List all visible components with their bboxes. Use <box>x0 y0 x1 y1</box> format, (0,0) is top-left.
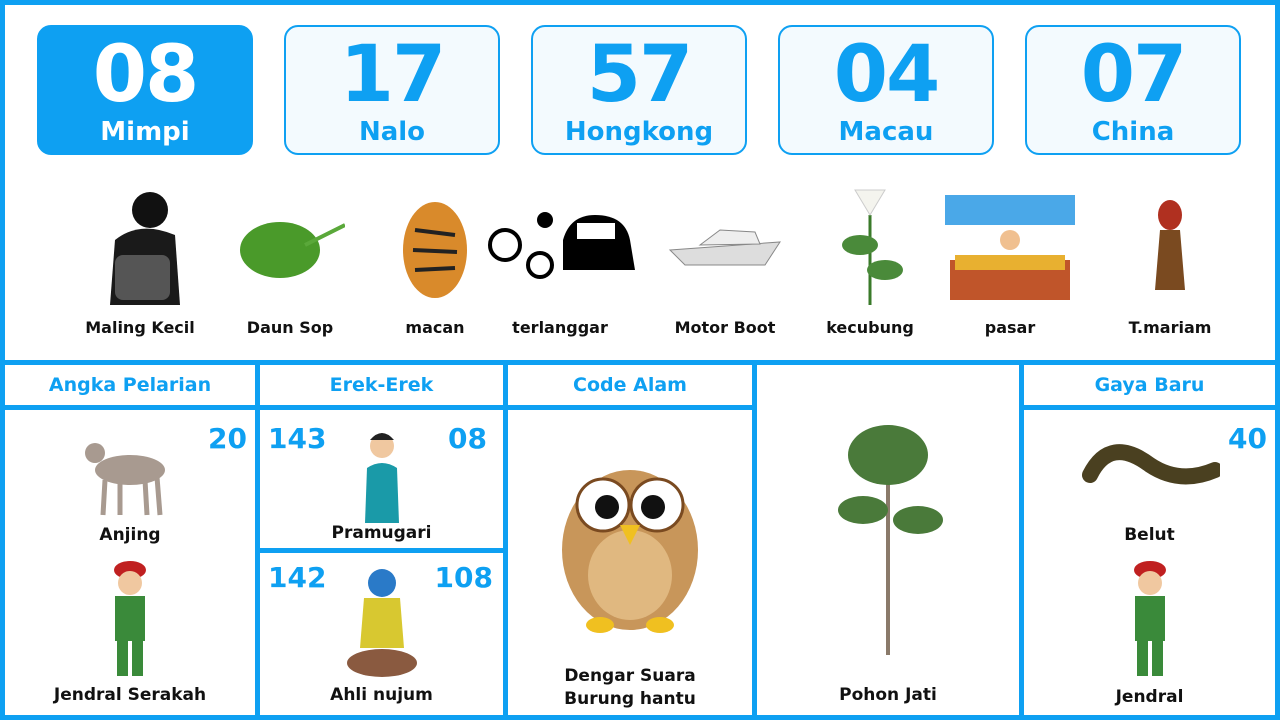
dream-item: macan <box>360 180 510 337</box>
gaya-baru-panel: 40 Belut Jendral <box>1024 410 1275 715</box>
number-value: 07 <box>1080 30 1188 120</box>
fortune-teller-icon <box>260 563 503 678</box>
number-value: 08 <box>92 30 200 120</box>
celery-icon <box>215 180 365 310</box>
number-label: Mimpi <box>100 117 190 147</box>
collision-icon <box>485 180 635 310</box>
datura-flower-icon <box>795 180 945 310</box>
number-value: 04 <box>833 30 941 120</box>
general-icon <box>5 558 255 678</box>
erek-erek-bottom-panel: 142 108 Ahli nujum <box>260 553 503 715</box>
dream-item: kecubung <box>795 180 945 337</box>
general-icon <box>1024 558 1275 678</box>
top-panel: 08 Mimpi 17 Nalo 57 Hongkong 04 Macau 07 Chin… <box>5 5 1275 360</box>
boat-icon <box>650 180 800 310</box>
dream-item: T.mariam <box>1095 180 1245 337</box>
market-stall-icon <box>935 180 1085 310</box>
number-label: Hongkong <box>564 117 714 147</box>
header-gaya-baru: Gaya Baru <box>1024 365 1275 405</box>
header-angka-pelarian: Angka Pelarian <box>5 365 255 405</box>
dog-icon <box>5 425 255 520</box>
number-box-macau: 04 Macau <box>778 25 994 155</box>
dream-item: terlanggar <box>485 180 635 337</box>
thief-icon <box>65 180 215 310</box>
number-box-mimpi: 08 Mimpi <box>37 25 253 155</box>
dream-item: Motor Boot <box>650 180 800 337</box>
tiger-icon <box>360 180 510 310</box>
tree-icon <box>757 410 1019 655</box>
code-alam-panel: Dengar Suara Burung hantu <box>508 410 752 715</box>
number-box-china: 07 China <box>1025 25 1241 155</box>
number-box-hongkong: 57 Hongkong <box>531 25 747 155</box>
flight-attendant-icon <box>260 428 503 523</box>
dream-item: Maling Kecil <box>65 180 215 337</box>
header-erek-erek: Erek-Erek <box>260 365 503 405</box>
owl-icon <box>508 445 752 635</box>
dream-item: Daun Sop <box>215 180 365 337</box>
header-code-alam: Code Alam <box>508 365 752 405</box>
number-value: 17 <box>339 30 447 120</box>
angka-pelarian-panel: 20 Anjing Jendral Serakah <box>5 410 255 715</box>
eel-icon <box>1024 435 1275 505</box>
number-label: China <box>1091 117 1175 147</box>
number-value: 57 <box>586 30 694 120</box>
wayang-icon <box>1095 180 1245 310</box>
number-label: Macau <box>838 117 934 147</box>
number-label: Nalo <box>358 117 426 147</box>
erek-erek-top-panel: 143 08 Pramugari <box>260 410 503 548</box>
pohon-jati-panel: Pohon Jati <box>757 365 1019 715</box>
number-box-nalo: 17 Nalo <box>284 25 500 155</box>
dream-item: pasar <box>935 180 1085 337</box>
